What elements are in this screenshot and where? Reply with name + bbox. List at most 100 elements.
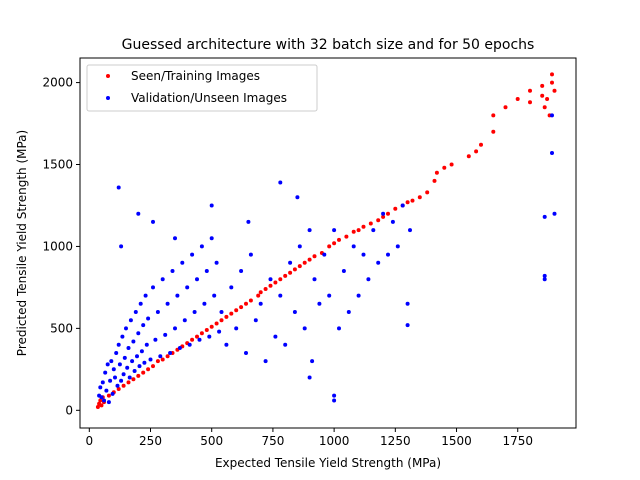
val-point [310,359,315,364]
train-point [160,357,165,362]
val-point [312,277,317,282]
train-point [165,354,170,359]
points-layer [95,72,557,409]
train-point [219,318,224,323]
train-point [393,206,398,211]
series-train [95,72,557,409]
y-tick-label: 2000 [42,76,73,90]
train-point [337,237,341,242]
val-point [234,326,239,331]
val-point [187,342,192,347]
train-point [258,290,263,295]
val-point [163,332,168,337]
val-point [327,293,332,298]
train-point [361,224,366,229]
x-axis-label: Expected Tensile Yield Strength (MPa) [215,456,441,470]
val-point [278,180,283,185]
val-point [341,269,346,273]
val-point [102,398,106,403]
train-point [283,273,288,278]
train-point [297,264,302,269]
val-point [542,277,547,282]
train-point [425,190,430,195]
train-point [356,228,361,233]
val-point [142,360,147,365]
val-point [253,318,258,323]
val-point [405,301,410,306]
val-point [119,244,124,249]
train-point [263,287,268,291]
val-point [103,370,108,375]
train-point [542,105,547,110]
val-point [204,269,209,273]
train-point [244,301,248,306]
train-point [278,277,283,282]
val-point [98,385,103,390]
val-point [212,293,217,298]
train-point [381,214,386,219]
val-point [99,395,104,400]
val-point [542,273,547,278]
train-point [466,154,471,159]
train-point [195,334,199,339]
train-point [442,165,447,170]
train-point [141,370,146,375]
val-point [195,277,199,282]
train-point [479,142,483,147]
val-point [109,359,114,364]
val-point [381,211,386,216]
val-point [263,359,268,364]
val-point [185,285,190,290]
train-point [491,129,496,134]
legend-label-val: Validation/Unseen Images [131,91,287,105]
train-point [351,229,356,234]
train-point [552,88,557,93]
val-point [371,228,376,233]
val-point [246,219,251,224]
train-point [151,364,155,369]
train-point [410,198,415,203]
train-point [417,195,422,200]
val-point [106,400,111,405]
val-point [165,301,170,306]
val-point [133,310,138,314]
train-point [106,393,111,398]
val-point [144,342,149,347]
y-axis: 0 500 1000 1500 2000 [42,76,80,417]
x-tick-label: 750 [261,434,284,448]
val-point [386,252,390,257]
train-point [288,270,293,275]
val-point [177,346,182,350]
val-point [248,252,253,257]
train-point [248,298,253,303]
train-point [126,380,131,385]
val-point [110,391,115,396]
val-point [209,203,214,208]
train-point [214,321,219,326]
train-point [292,267,297,272]
val-point [108,378,113,383]
val-point [192,310,197,314]
val-point [332,228,337,233]
train-point [256,293,261,298]
val-point [295,195,300,200]
val-point [127,375,132,380]
val-point [258,301,263,306]
train-point [268,283,273,288]
val-point [307,228,312,233]
val-point [229,285,234,290]
val-point [302,326,307,331]
val-point [138,301,143,306]
val-point [408,228,412,233]
val-point [153,337,158,342]
val-point [182,318,187,323]
val-point [317,301,322,306]
train-point [550,80,554,85]
legend-label-train: Seen/Training Images [131,69,260,83]
y-tick-label: 0 [65,403,73,417]
train-point [209,324,214,329]
val-point [136,331,141,336]
train-point [116,387,121,391]
train-point [273,280,278,285]
